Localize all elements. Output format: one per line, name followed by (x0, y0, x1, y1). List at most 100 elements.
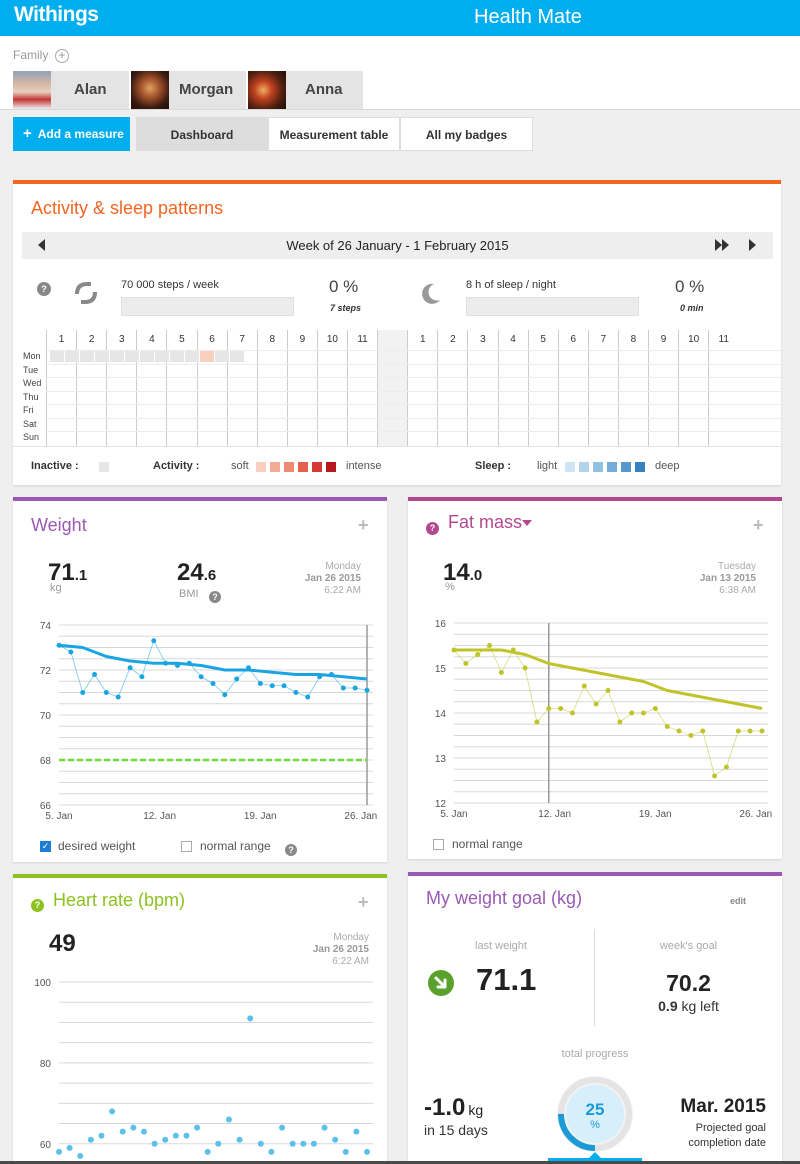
x-tick-label: 5. Jan (45, 811, 72, 822)
y-tick-label: 100 (34, 978, 51, 989)
data-point (340, 685, 346, 691)
color-swatch (593, 462, 603, 472)
data-point (109, 1108, 116, 1115)
hour-label: 5 (179, 334, 185, 345)
add-weight-icon[interactable]: + (358, 515, 369, 535)
sleep-progress-bar (466, 297, 639, 316)
add-family-icon[interactable]: + (55, 49, 69, 63)
add-measure-button[interactable]: + Add a measure (13, 117, 130, 151)
normal-range-help-icon[interactable]: ? (285, 840, 297, 858)
color-swatch (298, 462, 308, 472)
data-point (130, 1124, 137, 1131)
hour-label: 8 (630, 334, 637, 345)
measure-line (453, 644, 762, 777)
fat-mass-card: ? Fat mass + 14.0 % Tuesday Jan 13 2015 6:… (408, 497, 782, 859)
weight-goal-card: My weight goal (kg) edit last weight 71.… (408, 872, 782, 1164)
data-point (569, 710, 575, 716)
last-weight-label: last weight (475, 940, 527, 952)
inactive-cell (215, 351, 229, 362)
soft-label: soft (231, 460, 249, 472)
color-swatch (635, 462, 645, 472)
data-point (688, 733, 694, 738)
down-arrow-icon (428, 970, 454, 996)
data-point (77, 1152, 84, 1159)
data-point (140, 1128, 147, 1135)
grid-column: 2 (76, 330, 106, 446)
inactive-label: Inactive : (31, 460, 79, 472)
member-tab-morgan[interactable]: Morgan (131, 71, 247, 109)
inactive-cell (95, 351, 109, 362)
sleep-goal: 8 h of sleep / night (466, 279, 556, 291)
fat-normal-range-checkbox[interactable] (433, 839, 444, 850)
prev-week-icon[interactable] (38, 239, 45, 251)
data-point (558, 706, 564, 711)
help-icon[interactable]: ? (37, 279, 51, 297)
y-tick-label: 74 (40, 621, 52, 632)
data-point (652, 706, 658, 711)
day-label: Wed (23, 378, 42, 388)
data-point (279, 1124, 286, 1131)
inactive-cell (230, 351, 244, 362)
brand-logo[interactable]: Withings (14, 3, 99, 26)
bmi-help-icon[interactable]: ? (209, 587, 221, 605)
fast-forward-icon[interactable] (715, 239, 729, 251)
grid-column: 9 (286, 330, 317, 446)
add-fat-icon[interactable]: + (753, 515, 764, 535)
tab-measurement-table[interactable]: Measurement table (268, 117, 400, 151)
y-tick-label: 12 (435, 799, 447, 810)
data-point (92, 672, 98, 677)
heart-help-icon[interactable]: ? (31, 895, 44, 913)
bottom-border (0, 1161, 800, 1164)
grid-column: 7 (226, 330, 257, 446)
family-label: Family (13, 48, 49, 62)
data-point (475, 652, 481, 657)
day-label: Mon (23, 351, 41, 361)
x-tick-label: 19. Jan (244, 811, 277, 822)
fat-date: Tuesday Jan 13 2015 6:38 AM (699, 561, 756, 596)
grid-column: 11 (708, 330, 738, 446)
y-tick-label: 70 (40, 711, 52, 722)
steps-percent: 0 % (329, 277, 359, 296)
day-label: Tue (23, 364, 39, 375)
data-point (119, 1128, 126, 1135)
data-point (605, 688, 611, 693)
sleep-label: Sleep : (475, 460, 512, 472)
fat-help-icon[interactable]: ? (426, 518, 439, 536)
member-tab-anna[interactable]: Anna (248, 71, 364, 109)
weight-normal-range-checkbox[interactable] (181, 841, 192, 852)
data-point (204, 1148, 211, 1155)
moon-icon (422, 283, 440, 304)
hour-label: 11 (357, 334, 368, 345)
heart-rate-card: ? Heart rate (bpm) + 49 Monday Jan 26 201… (13, 874, 387, 1164)
next-week-icon[interactable] (749, 239, 756, 251)
add-heart-icon[interactable]: + (358, 892, 369, 912)
data-point (56, 1148, 62, 1155)
goal-edit-link[interactable]: edit (730, 896, 747, 906)
activity-cell (200, 351, 214, 362)
bmi-value: 24.6 (177, 559, 217, 586)
data-point (546, 706, 552, 711)
hour-label: 8 (269, 334, 276, 345)
desired-weight-checkbox[interactable]: ✓ (40, 841, 51, 852)
inactive-cell (50, 351, 64, 362)
fat-normal-range-label: normal range (452, 837, 523, 851)
day-label: Fri (23, 405, 34, 415)
data-point (268, 1148, 275, 1155)
last-weight-value: 71.1 (476, 962, 537, 997)
data-point (300, 1140, 307, 1147)
hour-label: 9 (299, 334, 306, 345)
fat-dropdown-icon[interactable] (522, 520, 532, 526)
y-tick-label: 80 (40, 1059, 52, 1070)
data-point (127, 665, 133, 671)
inactive-cell (155, 351, 169, 362)
tab-all-my-badges[interactable]: All my badges (400, 117, 533, 151)
grid-column: 9 (648, 330, 678, 446)
data-point (269, 683, 275, 689)
data-point (321, 1124, 328, 1131)
data-point (236, 1136, 243, 1143)
member-tab-alan[interactable]: Alan (13, 71, 130, 109)
fat-title[interactable]: Fat mass (448, 512, 523, 532)
data-point (617, 719, 623, 725)
tab-dashboard[interactable]: Dashboard (136, 117, 268, 151)
grid-column: 6 (557, 330, 588, 446)
